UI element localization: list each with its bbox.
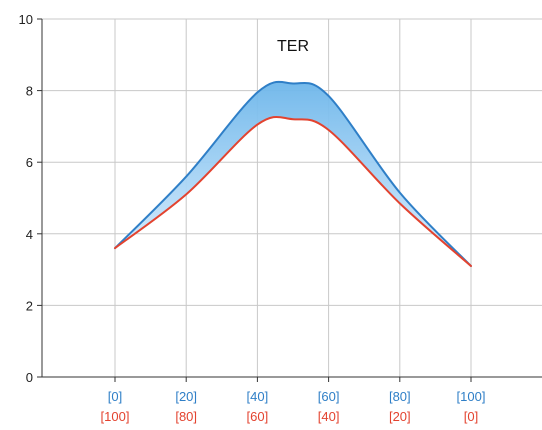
- series-line-red: [114, 115, 472, 268]
- axes: [37, 18, 542, 382]
- y-tick-label: 6: [26, 155, 33, 170]
- x-tick-label: [100]: [457, 389, 486, 404]
- y-tick-label: 8: [26, 84, 33, 99]
- x-tick-label: [60]: [318, 389, 340, 404]
- x-tick-label-secondary: [80]: [175, 409, 197, 424]
- x-tick-label-secondary: [60]: [247, 409, 269, 424]
- fill-between-area: [115, 81, 471, 267]
- x-tick-label-secondary: [40]: [318, 409, 340, 424]
- x-tick-label: [40]: [247, 389, 269, 404]
- fill-between-band: [115, 81, 471, 267]
- annotation-label: TER: [277, 38, 309, 55]
- x-tick-label-secondary: [100]: [101, 409, 130, 424]
- y-tick-label: 10: [19, 12, 33, 27]
- y-tick-label: 0: [26, 370, 33, 385]
- y-tick-label: 2: [26, 298, 33, 313]
- grid: [42, 18, 542, 377]
- x-tick-label-secondary: [20]: [389, 409, 411, 424]
- x-tick-label: [80]: [389, 389, 411, 404]
- x-tick-label: [0]: [108, 389, 122, 404]
- x-tick-label-secondary: [0]: [464, 409, 478, 424]
- y-tick-label: 4: [26, 227, 33, 242]
- series-line-blue: [114, 80, 472, 268]
- x-tick-label: [20]: [175, 389, 197, 404]
- series-lines: [114, 80, 472, 268]
- labels: 0 2 4 6 8 10 [0] [100] [20] [80] [40] [60] [60] [40] […: [19, 12, 486, 424]
